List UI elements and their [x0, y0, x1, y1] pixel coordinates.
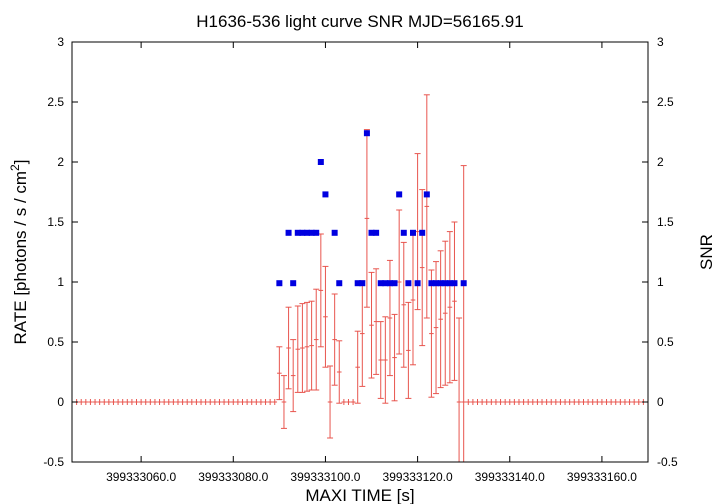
- snr-series: [276, 130, 467, 287]
- snr-point: [419, 229, 426, 236]
- y-axis-label-text: RATE [photons / s / cm: [11, 171, 30, 345]
- snr-point: [400, 229, 407, 236]
- snr-point: [336, 280, 343, 287]
- snr-point: [446, 280, 453, 287]
- y-tick-label: 0.5: [47, 335, 64, 349]
- snr-point: [368, 229, 375, 236]
- snr-point: [308, 229, 315, 236]
- axes: -0.5 -0.5 0 0 0.5 0.5 1 1 1.5 1.5 2 2 2.5 2.5 3 3 399333…: [43, 35, 678, 484]
- snr-point: [428, 280, 435, 287]
- snr-point: [451, 280, 458, 287]
- y-tick-label: 0: [57, 395, 64, 409]
- snr-point: [386, 280, 393, 287]
- snr-point: [354, 280, 361, 287]
- y-axis-label: RATE [photons / s / cm2]: [8, 160, 30, 345]
- rate-series: [71, 94, 649, 463]
- y-tick-label: 2: [57, 155, 64, 169]
- x-tick-label: 399333120.0: [383, 470, 453, 484]
- x-tick-label: 399333060.0: [106, 470, 176, 484]
- snr-point: [460, 280, 467, 287]
- snr-point: [373, 229, 380, 236]
- y-tick-label: 2.5: [47, 95, 64, 109]
- snr-point: [299, 229, 306, 236]
- plot-frame: [71, 41, 649, 463]
- x-tick-label: 399333080.0: [198, 470, 268, 484]
- snr-point: [405, 280, 412, 287]
- chart-title: H1636-536 light curve SNR MJD=56165.91: [196, 12, 523, 31]
- snr-point: [409, 229, 416, 236]
- y-tick-label: 3: [57, 35, 64, 49]
- y2-tick-label: 1.5: [657, 215, 674, 229]
- y2-tick-label: 0.5: [657, 335, 674, 349]
- snr-point: [423, 191, 430, 198]
- snr-point: [442, 280, 449, 287]
- y2-tick-label: 1: [657, 275, 664, 289]
- snr-point: [317, 159, 324, 165]
- snr-point: [290, 280, 297, 287]
- x-tick-label: 399333160.0: [567, 470, 637, 484]
- snr-point: [294, 229, 301, 236]
- snr-point: [331, 229, 338, 236]
- y2-tick-label: 2: [657, 155, 664, 169]
- y-tick-label: -0.5: [43, 455, 64, 469]
- x-axis-label: MAXI TIME [s]: [305, 486, 414, 504]
- snr-point: [322, 191, 329, 198]
- x-tick-label: 399333140.0: [475, 470, 545, 484]
- snr-point: [359, 280, 366, 287]
- snr-point: [414, 280, 421, 287]
- snr-point: [437, 280, 444, 287]
- y-axis-label-close: ]: [11, 160, 30, 165]
- x-tick-label: 399333100.0: [290, 470, 360, 484]
- y-tick-label: 1: [57, 275, 64, 289]
- y-axis-label-superscript: 2: [8, 164, 22, 171]
- snr-point: [276, 280, 283, 287]
- snr-point: [377, 280, 384, 287]
- snr-point: [433, 280, 440, 287]
- snr-point: [285, 229, 292, 236]
- snr-point: [304, 229, 311, 236]
- y2-tick-label: 3: [657, 35, 664, 49]
- y2-axis-label: SNR: [697, 234, 716, 270]
- y2-tick-label: -0.5: [657, 455, 678, 469]
- y2-tick-label: 0: [657, 395, 664, 409]
- snr-point: [313, 229, 320, 236]
- snr-point: [382, 280, 389, 287]
- y2-tick-label: 2.5: [657, 95, 674, 109]
- snr-point: [396, 191, 403, 198]
- y-tick-label: 1.5: [47, 215, 64, 229]
- snr-point: [363, 130, 370, 137]
- snr-point: [391, 280, 398, 287]
